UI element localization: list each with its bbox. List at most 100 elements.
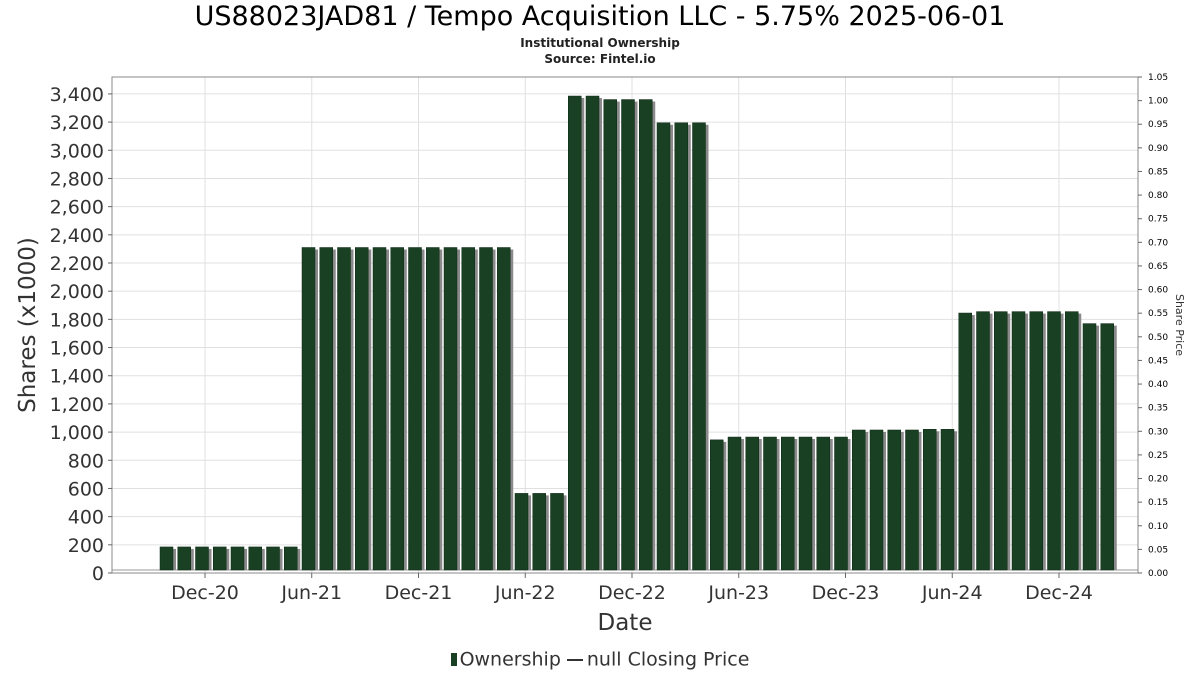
y-tick-label: 600	[68, 478, 104, 500]
y2-axis: 0.00 0.05 0.10 0.15 0.20 0.25 0.30 0.35 0.40 0.45…	[1138, 73, 1168, 579]
y-tick-label: 3,000	[50, 140, 104, 162]
y-tick-label: 1,400	[50, 366, 104, 388]
ownership-bar	[1011, 311, 1026, 571]
ownership-bar	[479, 247, 493, 571]
y2-tick-label: 0.45	[1148, 356, 1168, 366]
ownership-bar	[514, 493, 529, 571]
chart-title: US88023JAD81 / Tempo Acquisition LLC - 5…	[194, 1, 1006, 32]
y2-tick-label: 0.20	[1148, 475, 1168, 485]
legend-price-label: null Closing Price	[586, 648, 750, 671]
ownership-bar	[568, 95, 582, 571]
y2-tick-label: 0.75	[1148, 215, 1168, 225]
legend-ownership-label: Ownership	[459, 648, 561, 671]
y-tick-label: 2,200	[50, 253, 104, 275]
y2-tick-label: 0.95	[1148, 120, 1168, 130]
y2-tick-label: 0.35	[1148, 404, 1168, 414]
ownership-bar	[426, 247, 440, 571]
ownership-bar	[355, 247, 369, 571]
ownership-bar	[443, 247, 458, 571]
ownership-bar	[940, 429, 955, 571]
ownership-bar	[213, 546, 227, 571]
y2-tick-label: 0.30	[1148, 427, 1168, 437]
chart-source: Source: Fintel.io	[544, 52, 656, 66]
ownership-bar	[266, 546, 280, 571]
y2-tick-label: 0.40	[1148, 380, 1168, 390]
y-axis: 0 200 400 600 800 1,000 1,200 1,400 1,600 1,800 2,…	[50, 84, 112, 585]
ownership-bar	[372, 247, 387, 571]
x-tick-label: Dec-20	[171, 582, 239, 604]
ownership-bar	[976, 311, 990, 571]
ownership-bar	[1029, 311, 1043, 571]
ownership-bar	[532, 493, 546, 571]
x-axis-label: Date	[598, 610, 653, 636]
y-tick-label: 1,800	[50, 309, 104, 331]
ownership-bar	[1100, 323, 1114, 571]
x-tick-label: Jun-22	[494, 582, 556, 604]
y2-tick-label: 0.70	[1148, 238, 1168, 248]
legend-ownership-swatch	[450, 653, 457, 666]
ownership-bar	[710, 439, 724, 571]
ownership-bar	[390, 247, 404, 571]
ownership-bar	[798, 436, 813, 571]
ownership-bar	[177, 546, 191, 571]
y2-tick-label: 0.85	[1148, 167, 1168, 177]
x-tick-label: Jun-24	[921, 582, 983, 604]
y2-tick-label: 0.50	[1148, 333, 1168, 343]
ownership-bar	[763, 436, 777, 571]
ownership-bar	[319, 247, 333, 571]
y2-tick-label: 0.65	[1148, 262, 1168, 272]
y2-tick-label: 0.05	[1148, 545, 1168, 555]
y-tick-label: 400	[68, 507, 104, 529]
y-tick-label: 1,200	[50, 394, 104, 416]
y2-tick-label: 0.00	[1148, 569, 1168, 579]
y2-tick-label: 0.25	[1148, 451, 1168, 461]
ownership-bar	[834, 436, 848, 571]
ownership-bar	[230, 546, 245, 571]
y2-axis-label: Share Price	[1173, 294, 1186, 356]
ownership-bar	[816, 436, 830, 571]
ownership-bar	[781, 436, 795, 571]
x-tick-label: Jun-21	[280, 582, 342, 604]
y2-tick-label: 0.15	[1148, 498, 1168, 508]
plot-frame	[111, 76, 1139, 574]
y-tick-label: 2,600	[50, 197, 104, 219]
y2-tick-label: 0.10	[1148, 522, 1168, 532]
ownership-bar	[1065, 311, 1079, 571]
ownership-bar	[1047, 311, 1061, 571]
ownership-bar	[461, 247, 475, 571]
ownership-bar	[159, 546, 174, 571]
legend-price-swatch	[566, 658, 583, 661]
y-tick-label: 2,800	[50, 168, 104, 190]
ownership-bar	[603, 99, 617, 571]
ownership-bar	[852, 429, 866, 571]
x-tick-label: Dec-23	[812, 582, 880, 604]
ownership-bar	[248, 546, 262, 571]
y-tick-label: 2,000	[50, 281, 104, 303]
ownership-bar	[301, 247, 316, 571]
x-tick-label: Dec-21	[385, 582, 453, 604]
y-axis-label: Shares (x1000)	[15, 237, 41, 413]
legend: Ownership null Closing Price	[0, 648, 1200, 671]
ownership-bar	[550, 493, 564, 571]
ownership-bar	[994, 311, 1008, 571]
y2-tick-label: 0.90	[1148, 144, 1168, 154]
y-tick-label: 800	[68, 450, 104, 472]
y-tick-label: 2,400	[50, 225, 104, 247]
chart-subtitle: Institutional Ownership	[520, 36, 680, 50]
y-tick-label: 3,400	[50, 84, 104, 106]
y-tick-label: 3,200	[50, 112, 104, 134]
ownership-bar	[905, 429, 919, 571]
y2-tick-label: 0.80	[1148, 191, 1168, 201]
ownership-bar	[621, 99, 635, 571]
ownership-bar	[284, 546, 298, 571]
x-tick-label: Dec-24	[1025, 582, 1093, 604]
ownership-bar	[674, 122, 688, 571]
ownership-bar	[869, 429, 884, 571]
y2-tick-label: 1.00	[1148, 97, 1168, 107]
y2-tick-label: 0.55	[1148, 309, 1168, 319]
ownership-bar	[337, 247, 351, 571]
y2-tick-label: 0.60	[1148, 286, 1168, 296]
ownership-bar	[887, 429, 901, 571]
ownership-bar	[639, 99, 653, 571]
